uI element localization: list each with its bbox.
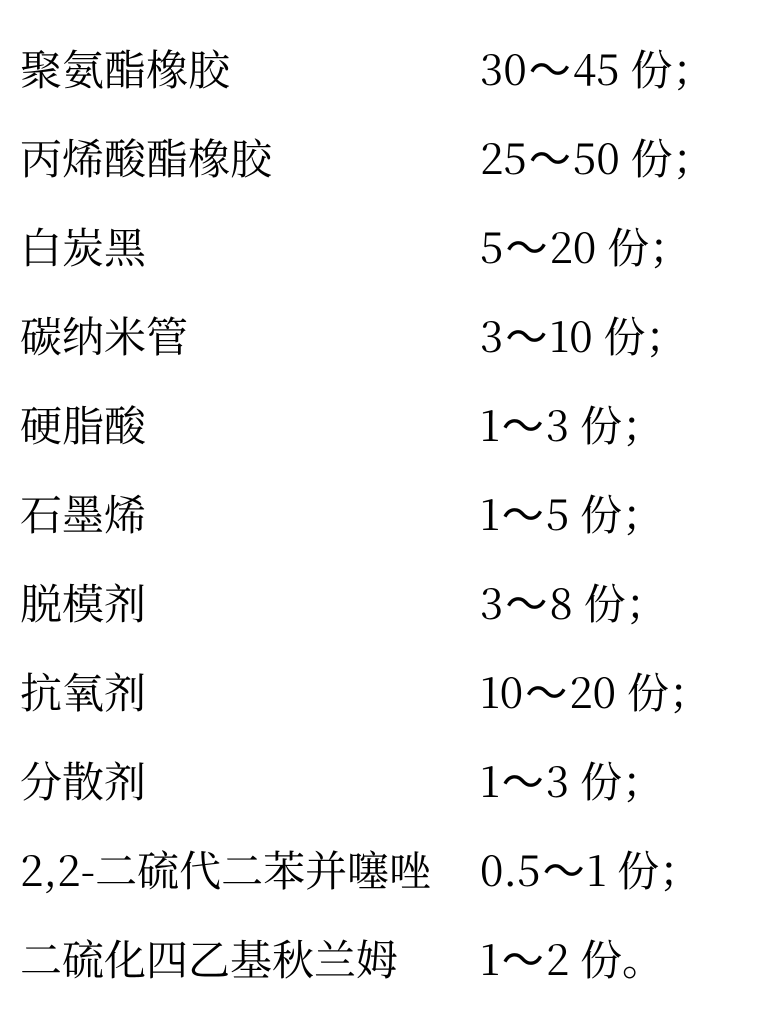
amount-min: 25 [480, 127, 527, 187]
list-item: 硬脂酸 1～3 份； [20, 380, 746, 469]
range-sep: ～ [500, 939, 546, 985]
list-item: 分散剂 1～3 份； [20, 736, 746, 825]
row-end: ； [672, 38, 714, 98]
range-sep: ～ [523, 672, 569, 718]
amount-min: 1 [480, 750, 500, 810]
amount-unit: 份 [607, 216, 649, 276]
amount-max: 20 [549, 216, 596, 276]
range-sep: ～ [541, 850, 587, 896]
amount-min: 3 [480, 305, 503, 365]
range-sep: ～ [503, 316, 549, 362]
amount-min: 5 [480, 216, 503, 276]
amount-unit: 份 [580, 750, 622, 810]
amount-unit: 份 [580, 928, 622, 988]
list-item: 脱模剂 3～8 份； [20, 558, 746, 647]
ingredient-name: 脱模剂 [20, 558, 480, 647]
row-end: ； [645, 305, 687, 365]
ingredient-amount: 1～5 份； [480, 469, 664, 562]
amount-min: 1 [480, 483, 500, 543]
list-item: 碳纳米管 3～10 份； [20, 291, 746, 380]
ingredient-amount: 1～2 份。 [480, 914, 664, 1007]
amount-max: 8 [549, 572, 572, 632]
amount-unit: 份 [603, 305, 645, 365]
amount-unit: 份 [631, 127, 673, 187]
amount-max: 3 [546, 394, 569, 454]
amount-min: 0.5 [480, 839, 541, 899]
amount-max: 50 [573, 127, 620, 187]
amount-min: 3 [480, 572, 503, 632]
ingredient-name: 聚氨酯橡胶 [20, 24, 480, 113]
ingredient-amount: 3～10 份； [480, 291, 687, 384]
range-sep: ～ [503, 227, 549, 273]
amount-max: 20 [569, 661, 616, 721]
ingredient-amount: 1～3 份； [480, 736, 664, 829]
amount-max: 3 [546, 750, 569, 810]
list-item: 抗氧剂 10～20 份； [20, 647, 746, 736]
ingredient-name: 石墨烯 [20, 469, 480, 558]
row-end: ； [649, 216, 691, 276]
amount-max: 45 [573, 38, 620, 98]
ingredient-amount: 30～45 份； [480, 24, 714, 117]
amount-min: 1 [480, 394, 500, 454]
ingredient-name: 2,2-二硫代二苯并噻唑 [20, 825, 480, 914]
list-item: 石墨烯 1～5 份； [20, 469, 746, 558]
amount-unit: 份 [580, 394, 622, 454]
list-item: 白炭黑 5～20 份； [20, 202, 746, 291]
amount-min: 30 [480, 38, 527, 98]
ingredient-amount: 5～20 份； [480, 202, 691, 295]
amount-unit: 份 [584, 572, 626, 632]
ingredient-list: 聚氨酯橡胶 30～45 份； 丙烯酸酯橡胶 25～50 份； 白炭黑 5～20 … [0, 0, 766, 1031]
amount-max: 1 [587, 839, 607, 899]
amount-unit: 份 [627, 661, 669, 721]
ingredient-name: 硬脂酸 [20, 380, 480, 469]
range-sep: ～ [527, 49, 573, 95]
ingredient-name: 白炭黑 [20, 202, 480, 291]
row-end: ； [669, 661, 711, 721]
list-item: 聚氨酯橡胶 30～45 份； [20, 24, 746, 113]
range-sep: ～ [500, 761, 546, 807]
row-end: ； [622, 750, 664, 810]
range-sep: ～ [503, 583, 549, 629]
amount-min: 10 [480, 661, 523, 721]
ingredient-amount: 25～50 份； [480, 113, 715, 206]
range-sep: ～ [500, 494, 546, 540]
amount-unit: 份 [580, 483, 622, 543]
row-end: ； [673, 127, 715, 187]
ingredient-amount: 1～3 份； [480, 380, 664, 473]
row-end: ； [626, 572, 668, 632]
amount-unit: 份 [630, 38, 672, 98]
amount-unit: 份 [617, 839, 659, 899]
row-end: ； [622, 483, 664, 543]
amount-min: 1 [480, 928, 500, 988]
ingredient-name: 二硫化四乙基秋兰姆 [20, 914, 480, 1003]
amount-max: 2 [546, 928, 569, 988]
range-sep: ～ [500, 405, 546, 451]
amount-max: 10 [549, 305, 592, 365]
ingredient-amount: 0.5～1 份； [480, 825, 701, 918]
range-sep: ～ [527, 138, 573, 184]
ingredient-name: 碳纳米管 [20, 291, 480, 380]
ingredient-name: 抗氧剂 [20, 647, 480, 736]
list-item: 丙烯酸酯橡胶 25～50 份； [20, 113, 746, 202]
ingredient-name: 分散剂 [20, 736, 480, 825]
row-end: ； [659, 839, 701, 899]
list-item: 二硫化四乙基秋兰姆 1～2 份。 [20, 914, 746, 1003]
row-end: ； [622, 394, 664, 454]
ingredient-name: 丙烯酸酯橡胶 [20, 113, 480, 202]
ingredient-amount: 3～8 份； [480, 558, 668, 651]
row-end: 。 [622, 928, 664, 988]
ingredient-amount: 10～20 份； [480, 647, 711, 740]
list-item: 2,2-二硫代二苯并噻唑 0.5～1 份； [20, 825, 746, 914]
amount-max: 5 [546, 483, 569, 543]
